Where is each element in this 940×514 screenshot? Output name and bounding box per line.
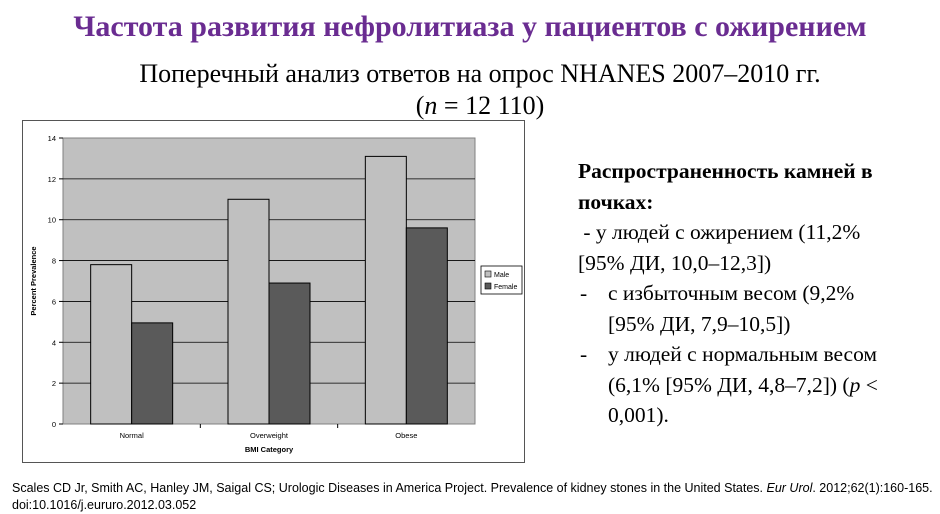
bar-female bbox=[268, 282, 311, 425]
bar-male bbox=[227, 198, 270, 425]
y-tick-label: 10 bbox=[48, 216, 56, 225]
stats-normal-line-2: (6,1% [95% ДИ, 4,8–7,2]) (p < bbox=[608, 370, 928, 401]
stats-dash: - bbox=[580, 281, 588, 305]
slide-subtitle: Поперечный анализ ответов на опрос NHANE… bbox=[0, 58, 940, 122]
y-tick-label: 2 bbox=[52, 379, 56, 388]
y-tick-label: 0 bbox=[52, 420, 56, 429]
stats-normal-line-3: 0,001). bbox=[608, 403, 669, 427]
subtitle-n-value: = 12 110) bbox=[437, 91, 545, 120]
stats-normal-line-1: у людей с нормальным весом bbox=[608, 342, 878, 366]
stats-heading-line-2: почках: bbox=[578, 189, 654, 214]
y-tick-label: 12 bbox=[48, 175, 56, 184]
subtitle-line-2: (n = 12 110) bbox=[0, 90, 940, 122]
citation-doi: doi:10.1016/j.eururo.2012.03.052 bbox=[12, 498, 197, 512]
legend-swatch-female bbox=[484, 282, 492, 290]
bar-female bbox=[405, 227, 448, 425]
legend-box bbox=[480, 265, 523, 295]
y-tick-label: 14 bbox=[48, 134, 56, 143]
chart-canvas: 0 2 4 6 8 10 12 14 Normal Overweight Obese BMI Cate… bbox=[29, 134, 523, 454]
stats-overweight-line-1: с избыточным весом (9,2% bbox=[608, 281, 855, 305]
stats-item-overweight: - с избыточным весом (9,2% [95% ДИ, 7,9–… bbox=[578, 278, 928, 339]
x-tick-label: Normal bbox=[120, 431, 145, 440]
bar-male bbox=[364, 155, 407, 425]
stats-p-variable: p bbox=[849, 372, 861, 397]
x-axis-label: BMI Category bbox=[245, 445, 294, 454]
citation-authors: Scales CD Jr, Smith AC, Hanley JM, Saiga… bbox=[12, 481, 767, 495]
slide-title: Частота развития нефролитиаза у пациенто… bbox=[73, 10, 867, 43]
subtitle-line-1: Поперечный анализ ответов на опрос NHANE… bbox=[139, 59, 821, 88]
stats-item-normal: - у людей с нормальным весом (6,1% [95% … bbox=[578, 339, 928, 431]
stats-less-than: < bbox=[860, 372, 878, 397]
stats-obese-line-2: [95% ДИ, 10,0–12,3]) bbox=[578, 250, 772, 275]
citation-journal: Eur Urol bbox=[766, 481, 813, 495]
bar-female bbox=[131, 322, 174, 425]
stats-overweight-line-2: [95% ДИ, 7,9–10,5]) bbox=[608, 311, 791, 336]
stats-obese-line-1: - у людей с ожирением (11,2% bbox=[578, 220, 861, 244]
prevalence-chart: 0 2 4 6 8 10 12 14 Normal Overweight Obese BMI Cate… bbox=[22, 120, 525, 463]
stats-heading-line-1: Распространенность камней в bbox=[578, 159, 873, 183]
legend-label-male: Male bbox=[494, 272, 509, 279]
subtitle-n-variable: n bbox=[424, 91, 438, 120]
subtitle-paren: ( bbox=[415, 91, 425, 120]
y-tick-label: 8 bbox=[52, 257, 56, 266]
bar-male bbox=[90, 264, 133, 425]
y-axis-label: Percent Prevalence bbox=[29, 246, 38, 315]
citation-volume: . 2012;62(1):160-165. bbox=[812, 481, 933, 495]
y-tick-label: 4 bbox=[52, 338, 56, 347]
stats-dash: - bbox=[580, 342, 588, 366]
citation: Scales CD Jr, Smith AC, Hanley JM, Saiga… bbox=[12, 480, 937, 514]
x-tick-label: Overweight bbox=[250, 431, 289, 440]
legend-swatch-male bbox=[484, 270, 492, 278]
stats-normal-ci: (6,1% [95% ДИ, 4,8–7,2]) ( bbox=[608, 372, 850, 397]
x-tick-label: Obese bbox=[395, 431, 417, 440]
citation-line-1: Scales CD Jr, Smith AC, Hanley JM, Saiga… bbox=[12, 480, 937, 497]
y-tick-label: 6 bbox=[52, 297, 56, 306]
stats-panel: Распространенность камней в почках: - у … bbox=[578, 156, 928, 431]
legend-label-female: Female bbox=[494, 284, 517, 291]
